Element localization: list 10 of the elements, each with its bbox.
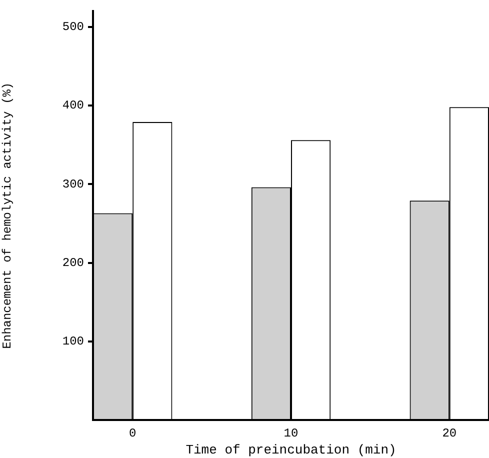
x-tick-label: 20 (442, 426, 457, 440)
x-axis-title: Time of preincubation (min) (186, 442, 396, 458)
x-tick-label: 0 (129, 426, 136, 440)
y-tick-label: 500 (62, 20, 84, 34)
y-axis-title: Enhancement of hemolytic activity (%) (0, 82, 14, 349)
y-tick-label: 300 (62, 177, 84, 192)
y-tick-label: 100 (62, 334, 84, 349)
x-tick-label: 10 (284, 426, 298, 440)
y-tick-label: 400 (62, 98, 84, 113)
y-tick-label: 200 (62, 256, 84, 270)
